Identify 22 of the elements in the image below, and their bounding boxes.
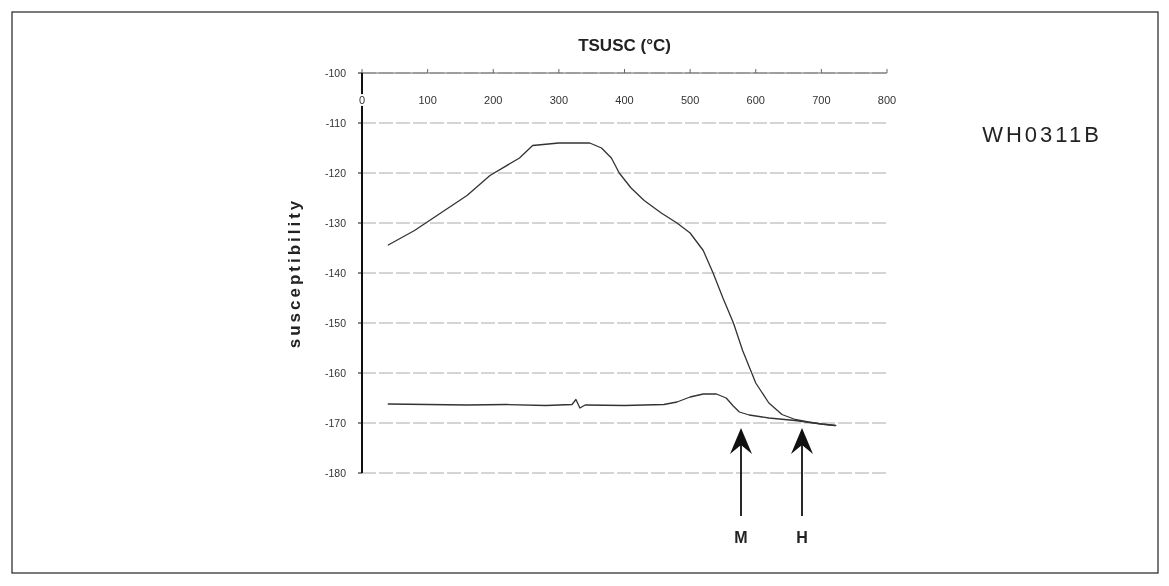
x-tick-label: 600 [746, 94, 765, 106]
y-tick-label: -150 [324, 317, 347, 329]
y-tick-label: -130 [324, 217, 347, 229]
text: M [734, 529, 748, 546]
y-tick-label: -140 [324, 267, 347, 279]
y-tick-label: -160 [324, 367, 347, 379]
x-tick-label: 100 [418, 94, 437, 106]
x-tick-label: 400 [615, 94, 634, 106]
y-tick-label: -120 [324, 167, 347, 179]
x-tick-label: 700 [812, 94, 831, 106]
x-tick-label: 300 [549, 94, 569, 106]
text: WH0311B [982, 122, 1102, 147]
x-tick-label: 200 [484, 94, 503, 106]
y-tick-label: -100 [324, 67, 347, 79]
y-axis-title: susceptibility [285, 197, 304, 349]
y-tick-label: -110 [325, 117, 347, 129]
text: H [796, 529, 808, 546]
x-tick-label: 500 [680, 94, 700, 106]
y-tick-label: -170 [324, 417, 347, 429]
x-tick-label: 800 [877, 94, 897, 106]
y-tick-label: -180 [324, 467, 347, 479]
x-axis-title: TSUSC (°C) [578, 36, 671, 55]
